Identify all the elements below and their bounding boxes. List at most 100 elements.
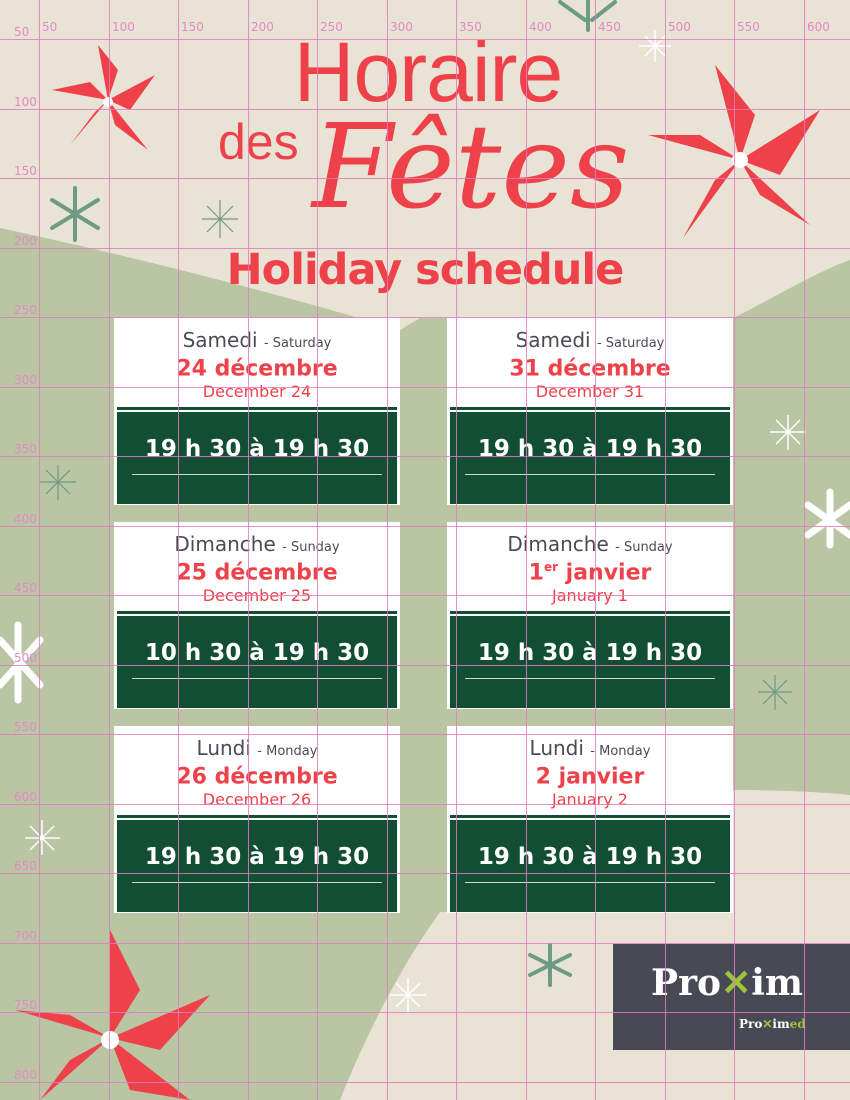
grid-line-vertical xyxy=(248,0,249,1100)
date-fr: 25 décembre xyxy=(114,560,400,585)
grid-line-horizontal xyxy=(0,595,850,596)
sparkle-icon xyxy=(40,200,792,710)
grid-line-vertical xyxy=(734,0,735,1100)
grid-label-left: 300 xyxy=(14,373,37,387)
poinsettia-icon xyxy=(52,45,155,150)
grid-label-top: 550 xyxy=(737,20,760,34)
title-fetes: Fêtes xyxy=(312,100,630,235)
grid-line-horizontal xyxy=(0,804,850,805)
date-fr-main: 31 décembre xyxy=(509,356,671,382)
grid-line-vertical xyxy=(178,0,179,1100)
logo-brand: Pro✕im xyxy=(651,962,804,1004)
day-en: - Saturday xyxy=(596,336,665,351)
day-en: - Monday xyxy=(257,744,318,759)
grid-label-left: 400 xyxy=(14,512,37,526)
schedule-card: Dimanche - Sunday 1er janvier January 1 19 … xyxy=(447,522,733,709)
schedule-card: Samedi - Saturday 24 décembre December 24 1… xyxy=(114,318,400,505)
day-label: Samedi - Saturday xyxy=(447,328,733,352)
grid-line-horizontal xyxy=(0,456,850,457)
grid-label-left: 350 xyxy=(14,442,37,456)
hours-box: 19 h 30 à 19 h 30 xyxy=(117,818,397,912)
grid-line-horizontal xyxy=(0,1012,850,1013)
grid-label-left: 200 xyxy=(14,234,37,248)
grid-label-left: 700 xyxy=(14,929,37,943)
grid-label-left: 250 xyxy=(14,303,37,317)
date-fr: 24 décembre xyxy=(114,356,400,381)
grid-line-horizontal xyxy=(0,665,850,666)
hours-box: 10 h 30 à 19 h 30 xyxy=(117,614,397,708)
grid-label-top: 500 xyxy=(668,20,691,34)
grid-label-left: 150 xyxy=(14,164,37,178)
date-fr-main: 25 décembre xyxy=(176,560,338,586)
grid-line-vertical xyxy=(665,0,666,1100)
grid-line-horizontal xyxy=(0,387,850,388)
day-label: Samedi - Saturday xyxy=(114,328,400,352)
date-en: January 2 xyxy=(552,790,628,809)
grid-line-vertical xyxy=(526,0,527,1100)
day-label: Lundi - Monday xyxy=(114,736,400,760)
date-fr-sup: er xyxy=(543,560,558,574)
hours-underline xyxy=(132,678,382,679)
grid-line-horizontal xyxy=(0,734,850,735)
hours-text: 19 h 30 à 19 h 30 xyxy=(477,640,703,666)
hours-text: 19 h 30 à 19 h 30 xyxy=(477,844,703,870)
date-en: December 24 xyxy=(202,382,312,401)
hours-underline xyxy=(465,678,715,679)
title-holiday-schedule: Holiday schedule xyxy=(226,245,625,295)
grid-label-top: 100 xyxy=(112,20,135,34)
logo-sub-brand: Pro✕imed xyxy=(739,1017,806,1031)
grid-line-horizontal xyxy=(0,943,850,944)
date-fr-main: 1 xyxy=(528,560,544,586)
date-fr: 26 décembre xyxy=(114,764,400,789)
day-fr: Lundi xyxy=(196,736,251,760)
white-snowflake-icon xyxy=(0,488,850,704)
grid-line-horizontal xyxy=(0,873,850,874)
grid-label-top: 400 xyxy=(529,20,552,34)
day-en: - Monday xyxy=(590,744,651,759)
hours-underline xyxy=(465,474,715,475)
grid-line-vertical xyxy=(804,0,805,1100)
hours-box: 19 h 30 à 19 h 30 xyxy=(117,410,397,504)
title-horaire: Horaire xyxy=(293,25,563,119)
grid-line-horizontal xyxy=(0,39,850,40)
poinsettia-icon xyxy=(648,65,820,238)
date-fr-main: 24 décembre xyxy=(176,356,338,382)
schedule-card: Dimanche - Sunday 25 décembre December 25 1… xyxy=(114,522,400,709)
grid-line-horizontal xyxy=(0,109,850,110)
grid-label-left: 500 xyxy=(14,651,37,665)
hours-underline xyxy=(132,882,382,883)
hours-text: 10 h 30 à 19 h 30 xyxy=(144,640,370,666)
grid-line-vertical xyxy=(317,0,318,1100)
grid-line-vertical xyxy=(456,0,457,1100)
schedule-card: Lundi - Monday 26 décembre December 26 19 h… xyxy=(114,726,400,913)
grid-label-left: 800 xyxy=(14,1068,37,1082)
grid-line-vertical xyxy=(387,0,388,1100)
grid-label-top: 200 xyxy=(251,20,274,34)
proxim-logo: Pro✕im Pro✕imed xyxy=(613,944,850,1050)
grid-line-horizontal xyxy=(0,178,850,179)
day-label: Lundi - Monday xyxy=(447,736,733,760)
grid-label-left: 600 xyxy=(14,790,37,804)
schedule-card: Lundi - Monday 2 janvier January 2 19 h 30 … xyxy=(447,726,733,913)
grid-label-top: 350 xyxy=(459,20,482,34)
hours-text: 19 h 30 à 19 h 30 xyxy=(144,436,370,462)
day-en: - Saturday xyxy=(263,336,332,351)
schedule-card: Samedi - Saturday 31 décembre December 31 1… xyxy=(447,318,733,505)
grid-line-horizontal xyxy=(0,248,850,249)
date-fr: 31 décembre xyxy=(447,356,733,381)
day-label: Dimanche - Sunday xyxy=(114,532,400,556)
grid-label-top: 50 xyxy=(42,20,58,34)
grid-label-top: 450 xyxy=(598,20,621,34)
hours-underline xyxy=(465,882,715,883)
day-label: Dimanche - Sunday xyxy=(447,532,733,556)
date-fr-rest: janvier xyxy=(558,560,652,586)
hours-box: 19 h 30 à 19 h 30 xyxy=(450,614,730,708)
date-en: December 31 xyxy=(535,382,645,401)
hours-text: 19 h 30 à 19 h 30 xyxy=(144,844,370,870)
grid-line-vertical xyxy=(109,0,110,1100)
date-fr: 2 janvier xyxy=(447,764,733,789)
day-fr: Dimanche xyxy=(507,532,609,556)
grid-label-left: 750 xyxy=(14,998,37,1012)
grid-label-top: 300 xyxy=(390,20,413,34)
day-fr: Lundi xyxy=(529,736,584,760)
